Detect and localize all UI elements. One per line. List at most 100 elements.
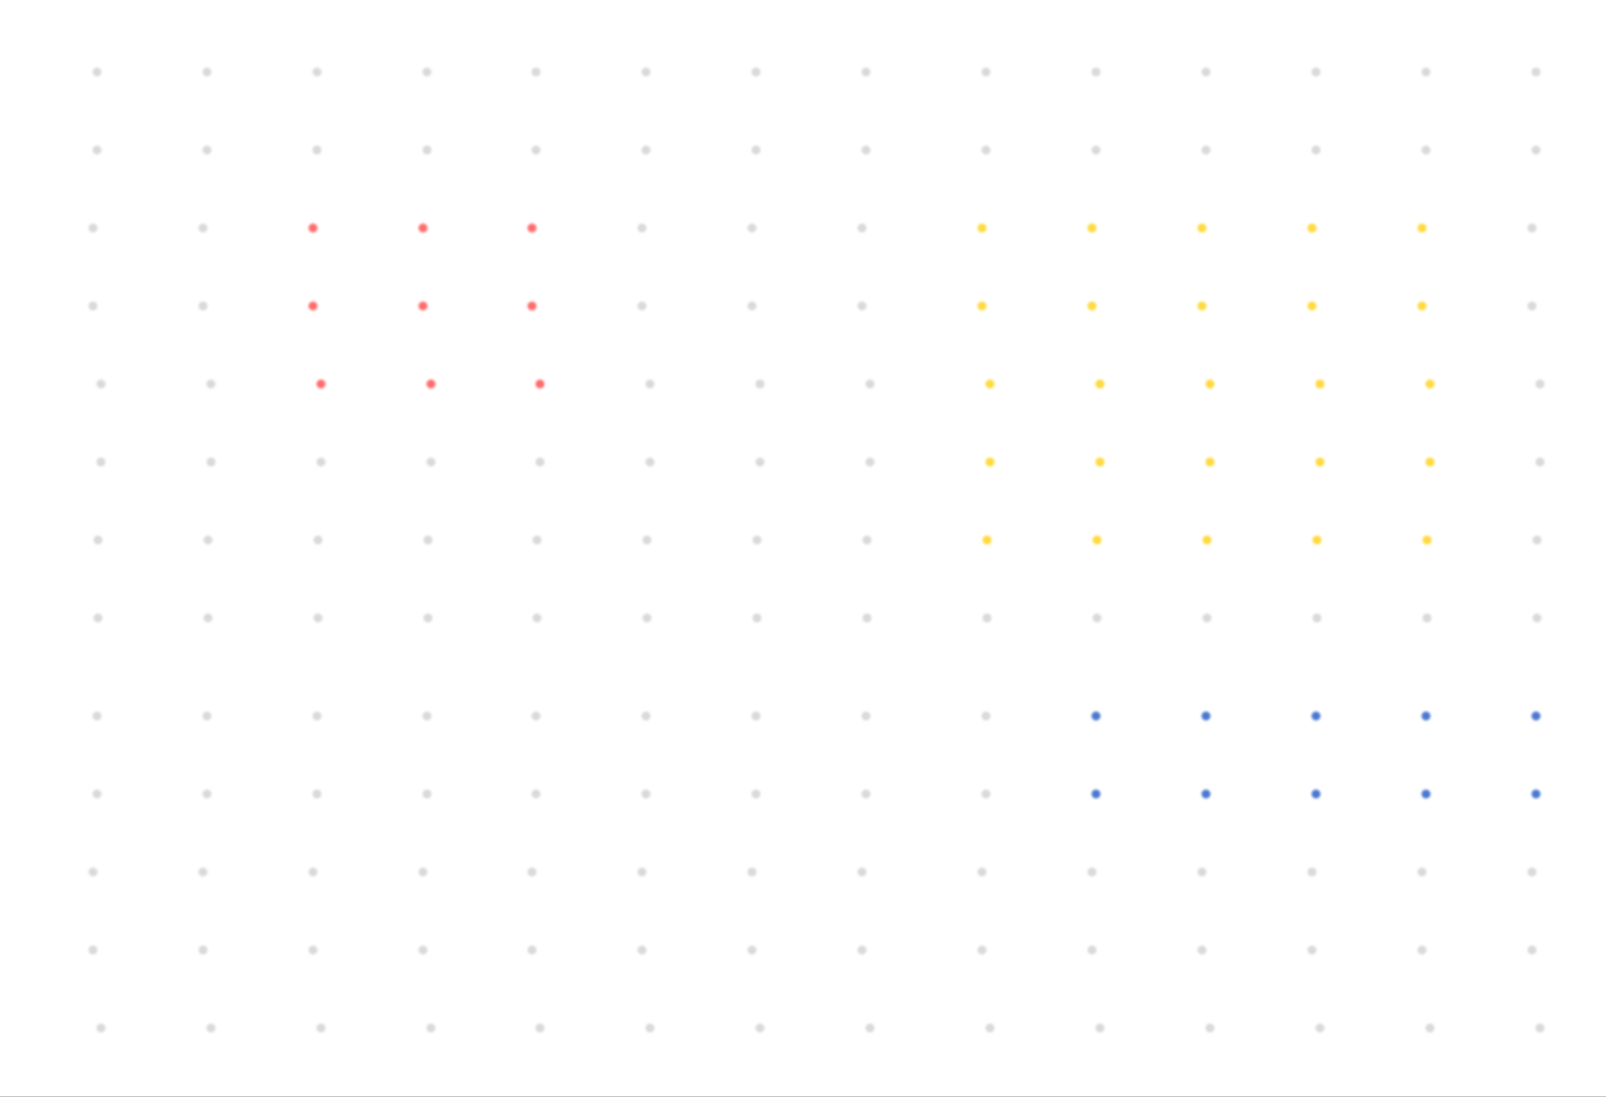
grey-dot [202,145,212,155]
grey-dot [1535,379,1545,389]
grey-dot [1202,613,1212,623]
red-dot [308,223,318,233]
grey-dot [1527,223,1537,233]
grey-dot [1422,613,1432,623]
grey-dot [1091,67,1101,77]
yellow-dot [1197,223,1207,233]
grey-dot [862,535,872,545]
grey-dot [93,613,103,623]
grey-dot [637,945,647,955]
grey-dot [857,301,867,311]
grey-dot [1425,1023,1435,1033]
grey-dot [1307,867,1317,877]
grey-dot [645,1023,655,1033]
red-dot [426,379,436,389]
grey-dot [88,945,98,955]
yellow-dot [1087,223,1097,233]
grey-dot [202,67,212,77]
yellow-dot [1312,535,1322,545]
grey-dot [1421,145,1431,155]
grey-dot [1095,1023,1105,1033]
grey-dot [857,223,867,233]
grey-dot [92,711,102,721]
grey-dot [426,457,436,467]
grey-dot [92,67,102,77]
grey-dot [861,789,871,799]
blue-dot [1531,789,1541,799]
grey-dot [1535,1023,1545,1033]
grey-dot [203,613,213,623]
grey-dot [1201,67,1211,77]
grey-dot [1315,1023,1325,1033]
yellow-dot [985,457,995,467]
grey-dot [747,301,757,311]
red-dot [527,301,537,311]
yellow-dot [1417,223,1427,233]
grey-dot [422,145,432,155]
yellow-dot [1205,457,1215,467]
grey-dot [1531,145,1541,155]
grey-dot [1527,945,1537,955]
grey-dot [422,711,432,721]
grey-dot [532,613,542,623]
grey-dot [751,67,761,77]
grey-dot [92,789,102,799]
grey-dot [88,301,98,311]
grey-dot [308,945,318,955]
grey-dot [1197,867,1207,877]
grey-dot [865,1023,875,1033]
grey-dot [982,613,992,623]
red-dot [418,301,428,311]
grey-dot [527,867,537,877]
grey-dot [422,789,432,799]
grey-dot [418,867,428,877]
red-dot [535,379,545,389]
grey-dot [1311,67,1321,77]
grey-dot [206,457,216,467]
grey-dot [862,613,872,623]
grey-dot [1087,945,1097,955]
grey-dot [198,301,208,311]
grey-dot [312,145,322,155]
grey-dot [747,945,757,955]
grey-dot [312,711,322,721]
grey-dot [1197,945,1207,955]
grey-dot [755,379,765,389]
red-dot [527,223,537,233]
grey-dot [426,1023,436,1033]
grey-dot [206,379,216,389]
grey-dot [752,535,762,545]
grey-dot [861,711,871,721]
grey-dot [313,535,323,545]
yellow-dot [1095,379,1105,389]
yellow-dot [982,535,992,545]
grey-dot [198,223,208,233]
grey-dot [532,535,542,545]
grey-dot [88,223,98,233]
grey-dot [861,145,871,155]
yellow-dot [1087,301,1097,311]
grey-dot [531,789,541,799]
yellow-dot [977,223,987,233]
grey-dot [1087,867,1097,877]
blue-dot [1421,789,1431,799]
grey-dot [985,1023,995,1033]
grey-dot [527,945,537,955]
grey-dot [1532,535,1542,545]
grey-dot [1531,67,1541,77]
grey-dot [641,145,651,155]
blue-dot [1201,711,1211,721]
red-dot [308,301,318,311]
grey-dot [981,67,991,77]
grey-dot [641,711,651,721]
grey-dot [1307,945,1317,955]
grey-dot [418,945,428,955]
grey-dot [637,301,647,311]
red-dot [316,379,326,389]
grey-dot [96,1023,106,1033]
grey-dot [206,1023,216,1033]
grey-dot [641,789,651,799]
blue-dot [1421,711,1431,721]
grey-dot [96,457,106,467]
